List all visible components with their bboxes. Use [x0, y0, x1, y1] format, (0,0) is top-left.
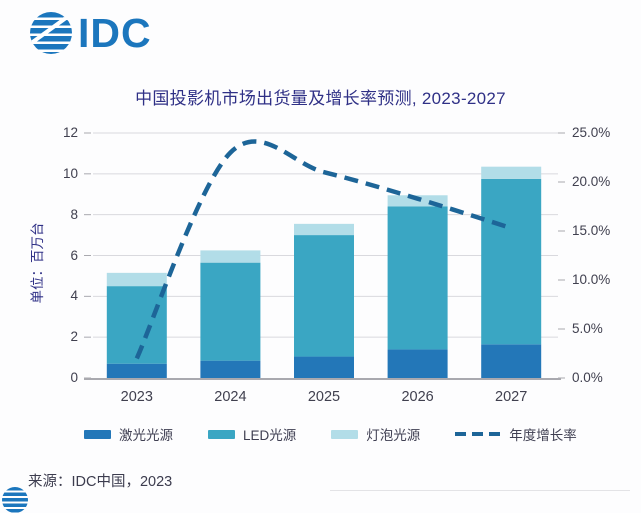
bar-segment-2024 — [200, 360, 261, 378]
left-axis-tick-label: 4 — [70, 288, 78, 304]
right-axis-tick-label: 0.0% — [572, 370, 603, 385]
partial-globe-icon — [2, 487, 28, 513]
bar-segment-2023 — [106, 363, 167, 378]
legend-color-swatch — [331, 429, 359, 439]
bar-segment-2023 — [106, 286, 167, 364]
left-axis-tick-label: 12 — [62, 125, 78, 140]
chart-legend: 激光光源 LED光源 灯泡光源 年度增长率 — [84, 424, 577, 444]
legend-label: 灯泡光源 — [366, 428, 421, 443]
chart-plot-area — [84, 132, 565, 380]
right-axis-tick-label: 5.0% — [572, 321, 603, 336]
bottom-edge-line — [330, 490, 630, 491]
left-axis-tick-label: 10 — [62, 165, 78, 181]
bar-segment-2026 — [387, 206, 448, 350]
x-axis-category-label: 2025 — [307, 389, 341, 405]
bar-segment-2024 — [200, 262, 261, 361]
bar-segment-2024 — [200, 250, 261, 263]
right-axis-tick-label: 20.0% — [572, 174, 611, 189]
legend-label: 激光光源 — [119, 428, 173, 443]
x-axis-category-label: 2026 — [401, 389, 434, 405]
right-axis-tick-label: 15.0% — [572, 223, 611, 238]
left-axis-tick-label: 8 — [70, 206, 78, 222]
legend-label: 年度增长率 — [509, 428, 577, 443]
bar-segment-2025 — [294, 223, 354, 236]
legend-color-swatch — [208, 429, 235, 439]
bar-segment-2027 — [481, 178, 542, 345]
legend-dashed-line-swatch — [455, 431, 502, 437]
legend-color-swatch — [84, 429, 111, 439]
x-axis-category-label: 2023 — [120, 389, 153, 405]
bar-segment-2027 — [481, 166, 542, 179]
legend-item: 灯泡光源 — [331, 424, 420, 444]
bar-segment-2025 — [294, 356, 354, 378]
legend-item: 年度增长率 — [455, 424, 577, 444]
chart-title: 中国投影机市场出货量及增长率预测, 2023-2027 — [135, 89, 506, 108]
legend-label: LED光源 — [243, 428, 297, 443]
bar-segment-2026 — [387, 349, 448, 378]
left-axis-tick-label: 6 — [70, 247, 78, 263]
idc-logo: IDC — [30, 12, 152, 54]
bar-segment-2023 — [106, 272, 167, 287]
legend-item: LED光源 — [208, 424, 296, 444]
bar-segment-2027 — [481, 344, 542, 378]
bar-segment-2025 — [294, 235, 354, 357]
idc-logo-text: IDC — [78, 10, 152, 56]
right-axis-tick-label: 25.0% — [572, 125, 611, 140]
idc-globe-icon — [30, 12, 72, 54]
source-text: 来源：IDC中国，2023 — [28, 474, 173, 490]
left-axis-tick-label: 2 — [70, 329, 78, 345]
right-axis-tick-label: 10.0% — [572, 272, 611, 287]
left-axis-tick-label: 0 — [70, 370, 78, 385]
x-axis-category-label: 2027 — [495, 389, 528, 405]
legend-item: 激光光源 — [84, 424, 173, 444]
x-axis-category-label: 2024 — [214, 389, 247, 405]
growth-rate-line — [134, 139, 512, 360]
